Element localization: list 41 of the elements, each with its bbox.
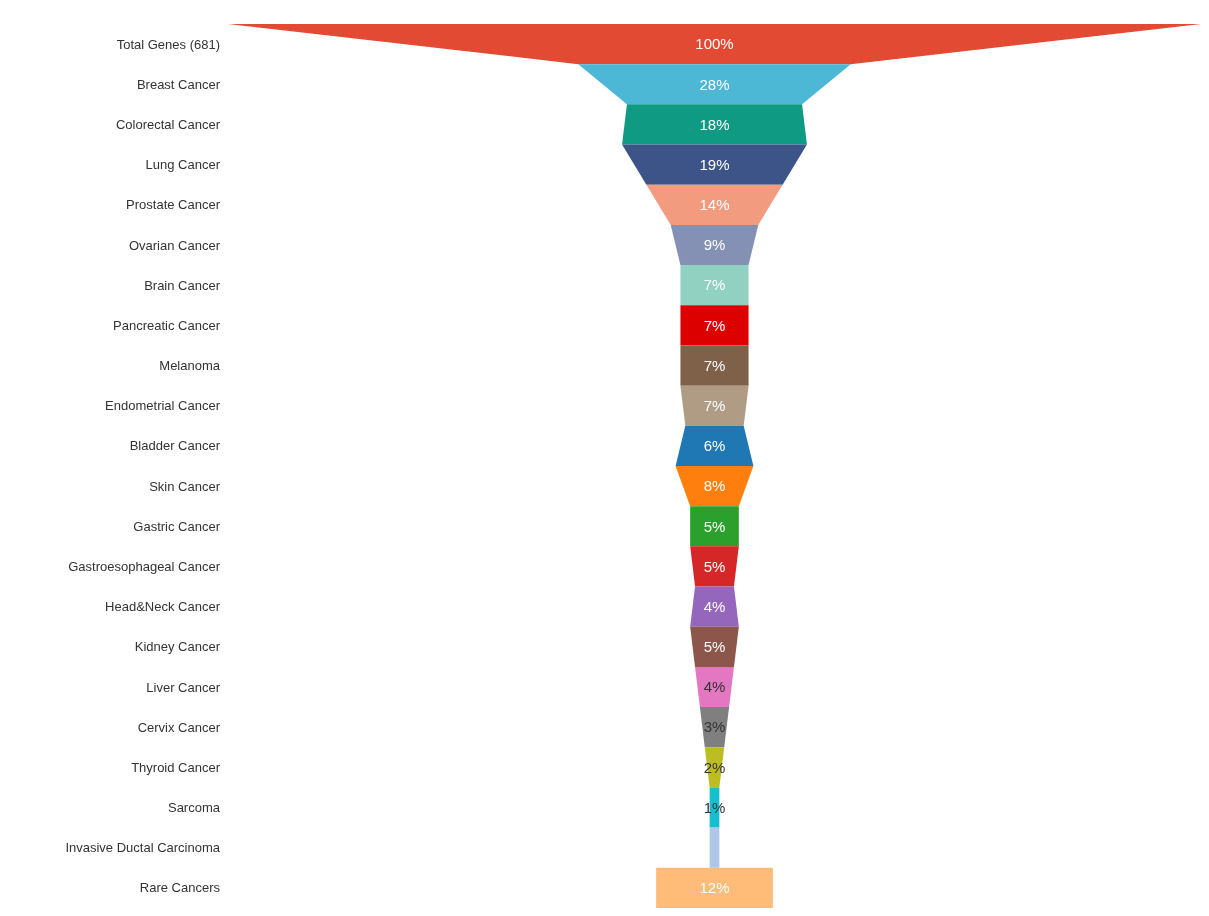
data-label: 5% bbox=[703, 517, 726, 535]
category-label: Rare Cancers bbox=[139, 880, 221, 896]
category-label: Pancreatic Cancer bbox=[113, 317, 221, 333]
category-label: Invasive Ductal Carcinoma bbox=[65, 840, 221, 856]
category-label: Liver Cancer bbox=[146, 679, 221, 695]
category-label: Melanoma bbox=[159, 358, 221, 374]
category-label: Colorectal Cancer bbox=[115, 117, 221, 132]
category-label: Lung Cancer bbox=[145, 157, 221, 173]
category-label: Prostate Cancer bbox=[126, 197, 221, 213]
category-label: Kidney Cancer bbox=[134, 639, 221, 655]
category-label: Cervix Cancer bbox=[137, 719, 221, 735]
category-label: Thyroid Cancer bbox=[131, 759, 221, 775]
category-label: Breast Cancer bbox=[136, 76, 221, 92]
category-label: Brain Cancer bbox=[144, 277, 221, 293]
data-label: 4% bbox=[703, 678, 726, 696]
category-label: Bladder Cancer bbox=[129, 438, 221, 454]
data-label: 8% bbox=[703, 477, 726, 495]
category-label: Gastric Cancer bbox=[133, 518, 221, 534]
data-label: 7% bbox=[703, 356, 726, 374]
data-label: 18% bbox=[699, 115, 730, 133]
data-label: 3% bbox=[703, 718, 726, 736]
data-label: 5% bbox=[703, 638, 726, 656]
category-label: Endometrial Cancer bbox=[105, 398, 221, 414]
data-label: 7% bbox=[703, 396, 726, 414]
data-label: 12% bbox=[699, 879, 730, 897]
category-label: Sarcoma bbox=[167, 800, 221, 816]
category-label: Head&Neck Cancer bbox=[105, 599, 221, 615]
data-label: 5% bbox=[703, 557, 726, 575]
data-label: 7% bbox=[703, 316, 726, 334]
category-label: Ovarian Cancer bbox=[128, 237, 221, 253]
data-label: 19% bbox=[699, 155, 730, 173]
category-label: Gastroesophageal Cancer bbox=[68, 559, 221, 574]
data-label: 100% bbox=[695, 35, 734, 53]
data-label: 14% bbox=[699, 196, 730, 214]
data-label: 9% bbox=[703, 236, 726, 254]
category-label: Skin Cancer bbox=[149, 478, 221, 494]
data-label: 4% bbox=[703, 597, 726, 615]
data-label: 28% bbox=[699, 75, 730, 93]
data-label: 7% bbox=[703, 276, 726, 294]
category-label: Total Genes (681) bbox=[116, 36, 220, 52]
data-label: 6% bbox=[703, 437, 726, 455]
